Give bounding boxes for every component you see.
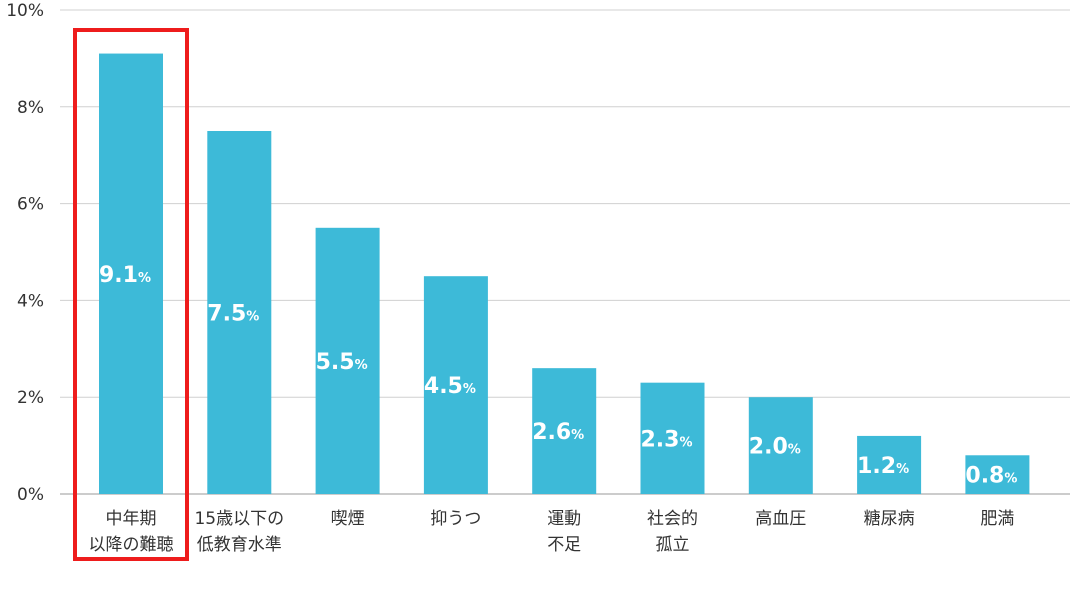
- bar: [748, 397, 813, 494]
- x-tick-label: 運動: [547, 509, 581, 529]
- y-tick-label: 0%: [17, 485, 44, 505]
- data-label-unit: %: [246, 310, 259, 325]
- data-label-unit: %: [679, 435, 692, 450]
- x-tick-label: 不足: [547, 535, 581, 555]
- x-tick-label: 中年期: [106, 509, 157, 529]
- data-label-unit: %: [896, 462, 909, 477]
- x-tick-label: 社会的: [647, 509, 698, 529]
- x-tick-label: 肥満: [980, 509, 1014, 529]
- x-tick-label: 低教育水準: [197, 535, 282, 555]
- data-label-unit: %: [355, 358, 368, 373]
- x-tick-label: 糖尿病: [864, 509, 915, 529]
- y-tick-label: 2%: [17, 388, 44, 408]
- x-tick-label: 以降の難聴: [89, 535, 174, 555]
- bar: [857, 435, 922, 494]
- data-label-unit: %: [1004, 472, 1017, 487]
- data-label-unit: %: [788, 443, 801, 458]
- highlight-box: [73, 28, 189, 561]
- data-label: 4.5%: [424, 374, 476, 399]
- x-tick-label: 高血圧: [755, 509, 806, 529]
- bar: [640, 382, 705, 494]
- y-tick-label: 8%: [17, 98, 44, 118]
- bar: [315, 227, 380, 495]
- x-tick-label: 喫煙: [331, 509, 365, 529]
- bar: [207, 131, 272, 494]
- x-tick-label: 孤立: [656, 535, 690, 555]
- bar: [423, 276, 488, 494]
- data-label-unit: %: [463, 382, 476, 397]
- bar: [99, 53, 163, 495]
- x-tick-label: 15歳以下の: [194, 509, 284, 529]
- data-label-unit: %: [138, 271, 151, 286]
- data-label-unit: %: [571, 428, 584, 443]
- y-tick-label: 6%: [17, 195, 44, 215]
- bar: [965, 455, 1030, 494]
- bar: [532, 368, 597, 494]
- y-tick-label: 10%: [6, 1, 44, 21]
- x-tick-label: 抑うつ: [430, 509, 481, 529]
- y-tick-label: 4%: [17, 291, 44, 311]
